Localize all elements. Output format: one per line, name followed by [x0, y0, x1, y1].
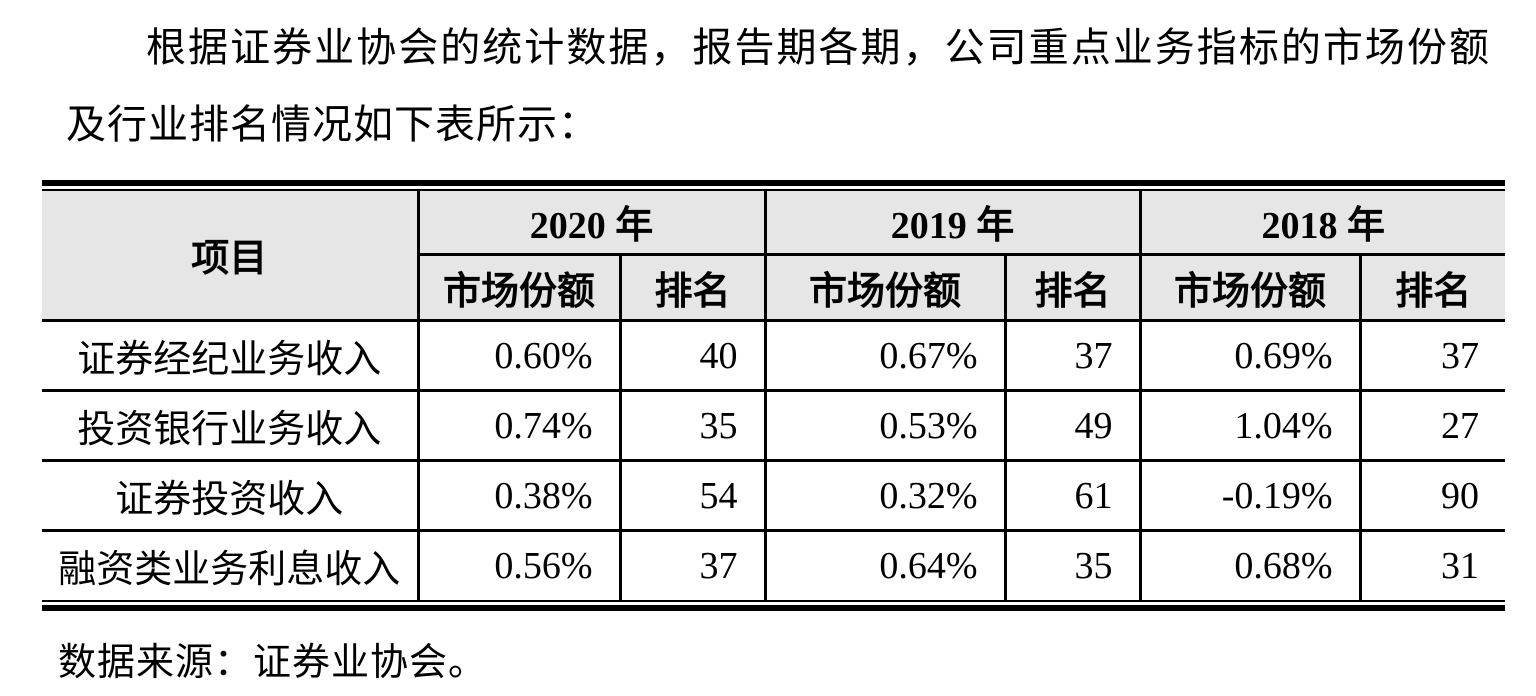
subheader-2018-market-share: 市场份额	[1138, 254, 1361, 323]
cell-2018-rank: 27	[1358, 390, 1506, 463]
top-rule-thin-line	[42, 188, 1505, 191]
cell-2018-share: 1.04%	[1138, 390, 1361, 463]
market-share-table-block: 项目 2020 年 2019 年 2018 年 市场份额 排名 市场份额 排名 …	[42, 179, 1506, 611]
cell-2020-share: 0.56%	[416, 530, 620, 602]
cell-2019-share: 0.53%	[763, 390, 1006, 463]
table-bottom-double-rule	[42, 604, 1505, 611]
cell-2018-share: 0.68%	[1138, 530, 1361, 602]
cell-2019-share: 0.32%	[763, 460, 1006, 533]
row-item-label: 证券经纪业务收入	[42, 320, 418, 393]
cell-2020-share: 0.60%	[416, 320, 620, 393]
cell-2018-rank: 31	[1358, 530, 1506, 602]
cell-2018-rank: 90	[1358, 460, 1506, 533]
table-header: 项目 2020 年 2019 年 2018 年 市场份额 排名 市场份额 排名 …	[42, 190, 1506, 323]
cell-2019-share: 0.64%	[763, 530, 1006, 602]
cell-2020-share: 0.38%	[416, 460, 620, 533]
table-top-double-rule	[42, 179, 1505, 191]
subheader-2020-rank: 排名	[618, 254, 766, 323]
data-source-note: 数据来源：证券业协会。	[58, 641, 488, 684]
subheader-row: 市场份额 排名 市场份额 排名 市场份额 排名	[42, 254, 1506, 323]
cell-2019-rank: 61	[1003, 460, 1141, 533]
cell-2020-rank: 54	[618, 460, 766, 533]
column-header-year-2018: 2018 年	[1138, 190, 1506, 257]
table-body: 证券经纪业务收入 0.60% 40 0.67% 37 0.69% 37 投资银行…	[42, 320, 1506, 602]
cell-2019-rank: 49	[1003, 390, 1141, 463]
market-share-ranking-table: 项目 2020 年 2019 年 2018 年 市场份额 排名 市场份额 排名 …	[42, 190, 1506, 602]
cell-2018-share: 0.69%	[1138, 320, 1361, 393]
row-item-label: 投资银行业务收入	[42, 390, 418, 463]
row-item-label: 融资类业务利息收入	[42, 530, 418, 602]
bottom-rule-thick-line	[42, 604, 1505, 611]
cell-2019-rank: 37	[1003, 320, 1141, 393]
cell-2020-rank: 37	[618, 530, 766, 602]
subheader-2019-rank: 排名	[1003, 254, 1141, 323]
column-header-year-2020: 2020 年	[416, 190, 766, 257]
table-row: 证券投资收入 0.38% 54 0.32% 61 -0.19% 90	[42, 460, 1506, 533]
cell-2020-rank: 35	[618, 390, 766, 463]
top-rule-thick-line	[42, 179, 1505, 186]
document-page: 根据证券业协会的统计数据，报告期各期，公司重点业务指标的市场份额及行业排名情况如…	[0, 10, 1536, 696]
row-item-label: 证券投资收入	[42, 460, 418, 533]
cell-2018-share: -0.19%	[1138, 460, 1361, 533]
intro-paragraph: 根据证券业协会的统计数据，报告期各期，公司重点业务指标的市场份额及行业排名情况如…	[66, 25, 1490, 147]
cell-2018-rank: 37	[1358, 320, 1506, 393]
subheader-2018-rank: 排名	[1358, 254, 1506, 323]
cell-2019-rank: 35	[1003, 530, 1141, 602]
subheader-2019-market-share: 市场份额	[763, 254, 1006, 323]
subheader-2020-market-share: 市场份额	[416, 254, 620, 323]
year-header-row: 项目 2020 年 2019 年 2018 年	[42, 190, 1506, 323]
cell-2020-rank: 40	[618, 320, 766, 393]
table-row: 投资银行业务收入 0.74% 35 0.53% 49 1.04% 27	[42, 390, 1506, 463]
cell-2019-share: 0.67%	[763, 320, 1006, 393]
table-row: 融资类业务利息收入 0.56% 37 0.64% 35 0.68% 31	[42, 530, 1506, 602]
table-row: 证券经纪业务收入 0.60% 40 0.67% 37 0.69% 37	[42, 320, 1506, 393]
cell-2020-share: 0.74%	[416, 390, 620, 463]
column-header-year-2019: 2019 年	[763, 190, 1141, 257]
column-header-item: 项目	[42, 190, 418, 323]
